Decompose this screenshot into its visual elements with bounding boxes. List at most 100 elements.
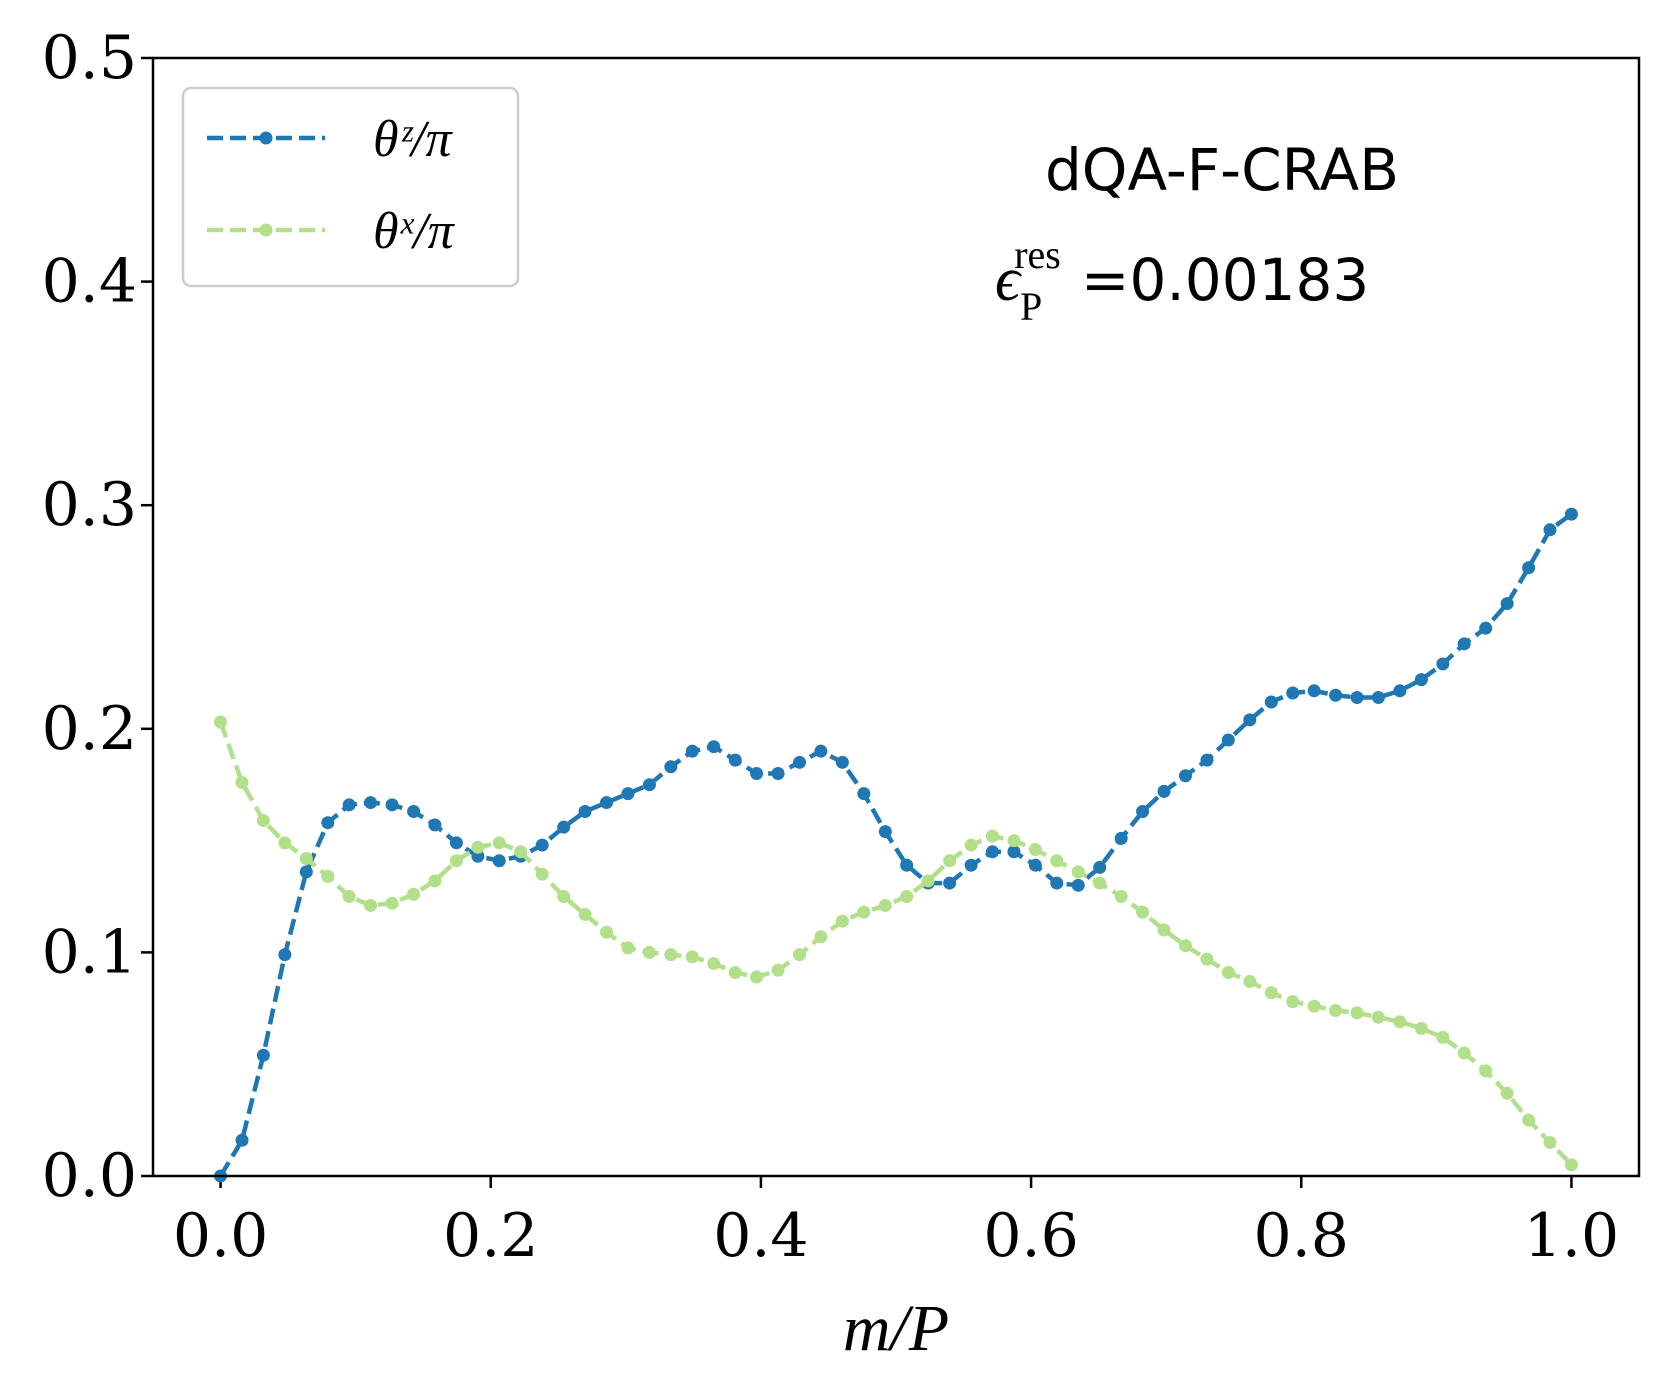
data-point — [1243, 974, 1257, 988]
data-point — [750, 767, 764, 781]
legend-marker — [259, 223, 273, 237]
data-point — [793, 755, 807, 769]
data-point — [642, 945, 656, 959]
data-point — [1436, 1030, 1450, 1044]
series-line — [218, 512, 1573, 1178]
data-point — [449, 836, 463, 850]
data-point — [642, 778, 656, 792]
data-point — [428, 818, 442, 832]
data-point — [707, 957, 721, 971]
data-point — [492, 836, 506, 850]
data-point — [407, 887, 421, 901]
data-point — [1071, 865, 1085, 879]
data-point — [600, 925, 614, 939]
data-point — [1243, 713, 1257, 727]
data-point — [1136, 805, 1150, 819]
data-point — [1393, 1015, 1407, 1029]
x-tick-label: 1.0 — [1524, 1201, 1619, 1271]
data-point — [707, 740, 721, 754]
data-point — [793, 948, 807, 962]
data-point — [1414, 673, 1428, 687]
data-point — [1371, 690, 1385, 704]
data-point — [578, 805, 592, 819]
data-point — [814, 930, 828, 944]
data-point — [235, 775, 249, 789]
data-point — [1028, 843, 1042, 857]
data-point — [985, 845, 999, 859]
data-point — [835, 914, 849, 928]
data-point — [1264, 986, 1278, 1000]
legend-box — [181, 86, 520, 288]
data-point — [664, 948, 678, 962]
data-point — [471, 849, 485, 863]
data-point — [1093, 876, 1107, 890]
data-point — [771, 963, 785, 977]
data-point — [985, 829, 999, 843]
data-point — [1178, 939, 1192, 953]
data-point — [1457, 637, 1471, 651]
data-point — [1543, 1135, 1557, 1149]
x-tick-label: 0.0 — [173, 1201, 268, 1271]
data-point — [1221, 966, 1235, 980]
data-point — [342, 798, 356, 812]
data-point — [943, 876, 957, 890]
y-tick-label: 0.1 — [42, 917, 137, 987]
data-point — [900, 858, 914, 872]
data-point — [771, 767, 785, 781]
data-point — [1393, 684, 1407, 698]
data-point — [278, 948, 292, 962]
data-point — [1564, 507, 1578, 521]
data-point — [256, 1048, 270, 1062]
data-point — [878, 898, 892, 912]
data-point — [256, 813, 270, 827]
data-point — [1329, 1004, 1343, 1018]
data-point — [943, 854, 957, 868]
data-point — [1286, 686, 1300, 700]
data-point — [1286, 995, 1300, 1009]
data-point — [428, 874, 442, 888]
data-point — [557, 820, 571, 834]
data-point — [1178, 769, 1192, 783]
data-point — [1221, 733, 1235, 747]
data-point — [1436, 657, 1450, 671]
data-point — [1350, 690, 1364, 704]
data-point — [321, 869, 335, 883]
x-tick-label: 0.8 — [1254, 1201, 1349, 1271]
data-point — [1307, 684, 1321, 698]
annotation-superscript: res — [1014, 232, 1061, 277]
data-point — [621, 787, 635, 801]
data-point — [921, 874, 935, 888]
data-point — [1114, 831, 1128, 845]
data-point — [299, 865, 313, 879]
data-point — [364, 898, 378, 912]
data-point — [750, 970, 764, 984]
data-point — [1500, 597, 1514, 611]
data-point — [1350, 1006, 1364, 1020]
data-point — [385, 896, 399, 910]
data-point — [964, 838, 978, 852]
legend-marker — [259, 131, 273, 145]
legend-label: θˣ/π — [373, 203, 456, 260]
annotation: dQA-F-CRAB — [1045, 136, 1399, 204]
x-tick-label: 0.6 — [983, 1201, 1078, 1271]
data-point — [878, 825, 892, 839]
data-point — [1371, 1010, 1385, 1024]
data-point — [385, 798, 399, 812]
data-point — [278, 836, 292, 850]
data-point — [1457, 1046, 1471, 1060]
data-point — [1136, 905, 1150, 919]
annotation-subscript: P — [1020, 284, 1042, 329]
data-point — [1522, 1113, 1536, 1127]
y-tick-label: 0.5 — [42, 23, 137, 93]
data-point — [685, 744, 699, 758]
data-point — [1028, 858, 1042, 872]
data-point — [492, 854, 506, 868]
data-point — [1329, 688, 1343, 702]
data-point — [857, 787, 871, 801]
x-tick-label: 0.2 — [443, 1201, 538, 1271]
data-point — [1522, 561, 1536, 575]
data-point — [685, 950, 699, 964]
data-point — [835, 755, 849, 769]
y-tick-label: 0.4 — [42, 247, 137, 317]
data-point — [557, 890, 571, 903]
